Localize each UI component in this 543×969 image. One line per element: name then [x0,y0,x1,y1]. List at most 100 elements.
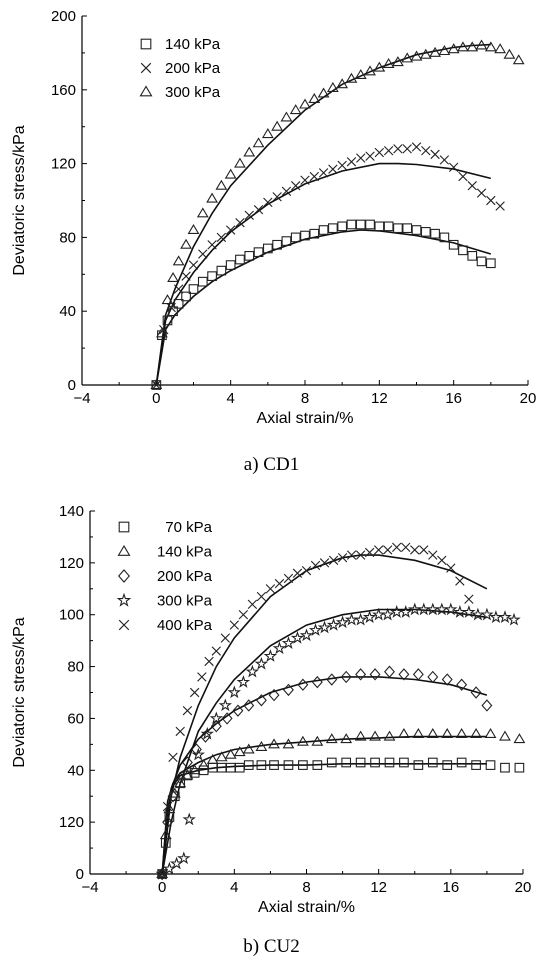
data-point [181,769,194,780]
x-tick-label: 12 [370,879,387,896]
data-point [283,573,294,584]
y-tick-label: 0 [76,866,84,883]
data-point [225,762,236,773]
data-point [255,740,268,751]
data-point [437,555,447,565]
data-point [466,41,479,52]
data-point [444,602,458,616]
x-tick-label: 16 [445,390,462,407]
data-point [182,812,196,826]
data-point [392,56,404,67]
data-point [401,542,411,552]
data-point [236,675,251,688]
data-point [476,256,487,267]
legend-marker [116,592,132,607]
data-point [225,260,236,270]
data-point [196,207,209,218]
data-point [428,550,438,560]
data-point [317,87,330,98]
y-tick-label: 40 [59,303,76,320]
data-point [207,240,217,250]
data-point [283,760,294,770]
data-point [498,610,512,624]
data-point [341,757,352,768]
data-point [458,245,468,256]
data-point [467,251,478,261]
data-point [281,186,292,196]
data-point [188,764,201,775]
data-point [211,646,221,656]
data-point [429,46,441,57]
data-point [292,568,303,578]
x-tick-label: 8 [302,879,310,896]
data-point [335,615,350,629]
series-group [156,665,493,881]
y-axis-title: Deviatoric stress/kPa [11,617,28,767]
data-point [340,733,353,744]
data-point [274,578,285,589]
data-point [300,230,310,241]
data-point [456,757,467,768]
fit-curve [161,554,488,875]
y-axis-title: Deviatoric stress/kPa [11,125,28,275]
data-point [159,829,172,840]
data-point [282,738,295,749]
data-point [311,735,324,746]
data-point [206,753,219,764]
data-point [225,225,236,235]
fit-curve [155,43,491,386]
data-point [402,223,413,234]
data-point [362,610,377,624]
data-point [384,665,395,678]
series-group [151,142,505,390]
data-point [166,302,176,313]
legend-label: 200 kPa [165,60,221,77]
data-point [484,727,497,738]
data-point [272,192,282,202]
data-point [262,243,273,254]
y-tick-label: 40 [67,762,84,779]
data-point [374,147,385,158]
data-point [256,591,267,602]
data-point [354,69,367,80]
data-point [365,219,375,230]
data-point [181,291,191,302]
data-point [401,52,414,63]
data-point [346,219,357,230]
data-point [410,545,420,555]
data-point [310,560,321,571]
data-point [311,675,323,689]
data-point [438,45,451,56]
data-point [441,727,454,738]
data-point [485,258,496,269]
data-point [252,137,265,148]
data-point [328,223,338,234]
legend-label: 200 kPa [157,568,213,585]
data-point [455,576,465,586]
y-tick-label: 100 [59,607,84,624]
fit-curve [155,229,492,386]
data-point [150,378,163,389]
data-point [484,41,497,52]
data-point [253,205,264,215]
data-point [216,265,227,276]
data-point [243,760,254,770]
data-point [328,164,338,174]
data-point [234,157,246,168]
data-point [172,255,185,266]
data-point [370,757,380,768]
data-point [439,232,450,243]
data-point [413,760,424,770]
data-point [167,790,179,803]
data-point [244,210,254,220]
data-point [446,563,456,573]
data-point [309,228,320,239]
data-point [282,683,294,697]
y-tick-label: 0 [68,377,76,394]
legend-label: 140 kPa [157,544,213,561]
data-point [421,145,431,156]
x-tick-label: −4 [73,390,90,407]
data-point [382,57,395,68]
data-point [500,762,510,773]
